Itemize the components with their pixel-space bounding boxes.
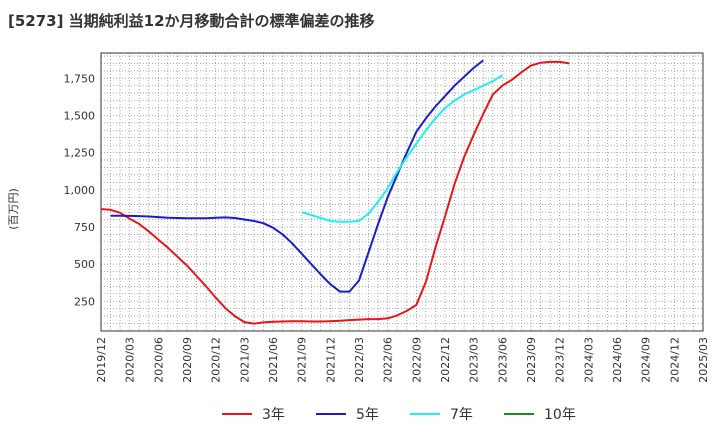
x-axis-ticks: 2019/12 2020/03 2020/06 2020/09 2020/12 2021/… <box>95 337 710 383</box>
y-tick-label: 1,000 <box>64 184 96 197</box>
x-tick-label: 2023/12 <box>554 337 567 383</box>
legend-label: 5年 <box>356 407 379 423</box>
x-tick-label: 2024/06 <box>611 337 624 383</box>
x-tick-label: 2024/12 <box>668 337 681 383</box>
series-line-7年 <box>301 74 503 223</box>
x-tick-label: 2025/03 <box>697 337 710 383</box>
series-lines <box>100 59 570 325</box>
y-tick-label: 750 <box>74 221 95 234</box>
x-tick-label: 2021/06 <box>267 337 280 383</box>
x-tick-label: 2022/06 <box>382 337 395 383</box>
x-tick-label: 2021/09 <box>296 337 309 383</box>
legend-label: 10年 <box>544 407 576 423</box>
legend: 3年 5年 7年 10年 <box>222 407 576 423</box>
x-tick-label: 2023/03 <box>468 337 481 383</box>
x-tick-label: 2023/06 <box>496 337 509 383</box>
x-tick-label: 2022/03 <box>353 337 366 383</box>
y-axis-ticks: 250 500 750 1,000 1,250 1,500 1,750 <box>64 72 96 308</box>
grid-lines <box>100 53 704 331</box>
plot-frame <box>100 52 704 332</box>
chart-title: [5273] 当期純利益12か月移動合計の標準偏差の推移 <box>8 12 375 30</box>
y-tick-label: 250 <box>74 295 95 308</box>
x-tick-label: 2020/12 <box>210 337 223 383</box>
y-tick-label: 1,750 <box>64 72 96 85</box>
x-tick-label: 2020/06 <box>152 337 165 383</box>
x-tick-label: 2020/03 <box>124 337 137 383</box>
y-tick-label: 1,250 <box>64 147 96 160</box>
x-tick-label: 2019/12 <box>95 337 108 383</box>
legend-label: 7年 <box>450 407 473 423</box>
x-tick-label: 2023/09 <box>525 337 538 383</box>
x-tick-label: 2022/09 <box>410 337 423 383</box>
x-tick-label: 2021/12 <box>324 337 337 383</box>
legend-label: 3年 <box>262 407 285 423</box>
x-tick-label: 2021/03 <box>238 337 251 383</box>
series-line-5年 <box>110 59 484 293</box>
y-tick-label: 500 <box>74 258 95 271</box>
y-axis-label: (百万円) <box>7 188 20 230</box>
x-tick-label: 2022/12 <box>439 337 452 383</box>
x-tick-label: 2020/09 <box>181 337 194 383</box>
series-line-3年 <box>100 60 570 325</box>
x-tick-label: 2024/09 <box>640 337 653 383</box>
y-tick-label: 1,500 <box>64 109 96 122</box>
x-tick-label: 2024/03 <box>582 337 595 383</box>
